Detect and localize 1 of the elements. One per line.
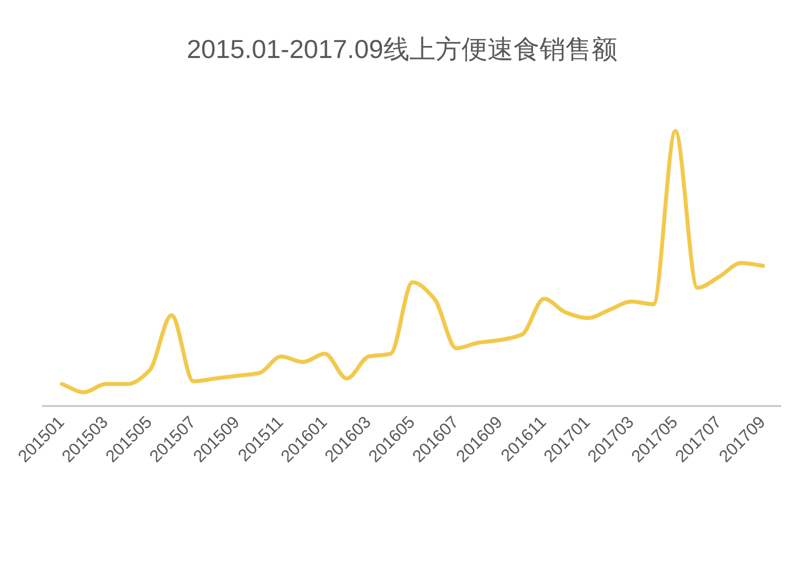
- chart-title: 2015.01-2017.09线上方便速食销售额: [186, 34, 618, 64]
